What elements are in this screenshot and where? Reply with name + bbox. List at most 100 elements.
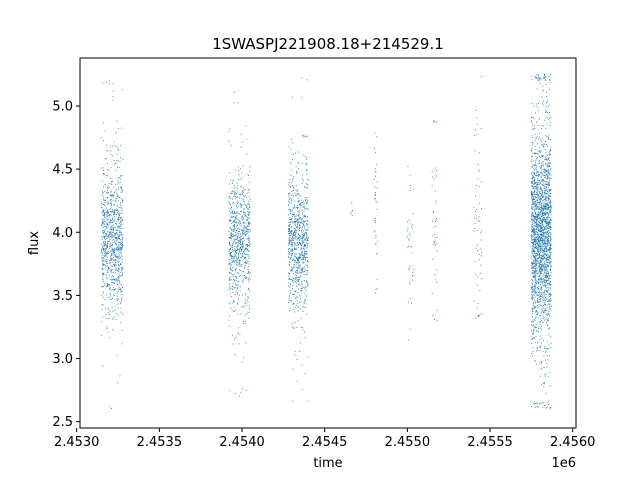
data-point — [295, 218, 297, 220]
data-point — [531, 321, 533, 323]
data-point — [533, 222, 535, 224]
data-point — [230, 197, 232, 199]
data-point — [532, 143, 534, 145]
data-point — [114, 210, 116, 212]
data-point — [246, 230, 247, 232]
data-point — [104, 245, 106, 247]
data-point — [545, 206, 547, 208]
data-point — [538, 209, 540, 210]
data-point — [545, 257, 547, 259]
data-point — [545, 232, 547, 234]
data-point — [101, 167, 103, 169]
data-point — [111, 203, 113, 205]
data-point — [535, 271, 537, 273]
data-point — [540, 257, 542, 259]
data-point — [290, 203, 292, 204]
data-point — [243, 222, 245, 224]
data-point — [305, 274, 307, 275]
data-point — [233, 220, 235, 222]
data-point — [531, 295, 533, 297]
data-point — [292, 239, 294, 241]
data-point — [375, 194, 377, 196]
data-point — [538, 236, 540, 238]
data-point — [538, 294, 540, 296]
data-point — [433, 242, 435, 244]
data-point — [545, 187, 547, 189]
data-point — [295, 291, 296, 293]
data-point — [102, 237, 104, 238]
data-point — [298, 242, 300, 244]
data-point — [480, 248, 482, 250]
data-point — [239, 243, 241, 245]
data-point — [548, 328, 550, 330]
data-point — [436, 170, 437, 171]
x-tick-label: 2.4540 — [219, 435, 265, 450]
data-point — [291, 254, 293, 256]
data-point — [538, 75, 540, 77]
data-point — [235, 232, 236, 233]
data-point — [534, 229, 536, 231]
data-point — [542, 212, 543, 214]
data-point — [548, 247, 550, 249]
data-point — [540, 215, 542, 217]
data-point — [300, 206, 302, 208]
data-point — [113, 279, 115, 281]
data-point — [550, 271, 552, 273]
data-point — [534, 251, 536, 252]
data-point — [546, 117, 548, 118]
data-point — [531, 193, 533, 195]
data-point — [288, 241, 290, 243]
data-point — [231, 206, 232, 208]
data-point — [236, 196, 238, 198]
data-point — [435, 200, 437, 202]
data-point — [549, 151, 551, 153]
data-point — [120, 267, 122, 269]
data-point — [541, 191, 543, 192]
data-point — [541, 173, 543, 174]
data-point — [228, 241, 230, 243]
data-point — [532, 263, 534, 265]
data-point — [113, 294, 115, 296]
data-point — [550, 260, 552, 262]
data-point — [118, 167, 120, 169]
data-point — [105, 241, 106, 243]
data-point — [531, 120, 533, 122]
data-point — [239, 290, 241, 292]
data-point — [531, 323, 533, 325]
data-point — [111, 229, 112, 231]
data-point — [545, 213, 547, 215]
data-point — [228, 250, 230, 252]
data-point — [540, 263, 542, 265]
data-point — [299, 265, 301, 267]
data-point — [542, 161, 544, 163]
data-point — [117, 303, 119, 305]
data-point — [549, 301, 551, 302]
data-point — [534, 216, 536, 218]
data-point — [431, 185, 433, 187]
data-point — [293, 266, 295, 268]
data-point — [244, 231, 246, 233]
data-point — [544, 298, 546, 300]
data-point — [474, 273, 476, 275]
data-point — [247, 245, 249, 247]
data-point — [296, 220, 298, 222]
data-point — [241, 242, 243, 243]
data-point — [549, 200, 551, 202]
data-point — [231, 264, 233, 266]
data-point — [107, 271, 109, 273]
data-point — [531, 78, 533, 80]
data-point — [531, 251, 533, 253]
data-point — [302, 238, 304, 239]
data-point — [241, 243, 243, 245]
data-point — [101, 224, 103, 226]
data-point — [120, 231, 122, 233]
data-point — [533, 184, 535, 185]
x-axis-offset-label: 1e6 — [551, 456, 576, 471]
data-point — [246, 248, 247, 249]
data-point — [296, 285, 298, 287]
data-point — [539, 203, 541, 205]
data-point — [115, 248, 117, 250]
data-point — [543, 212, 544, 214]
data-point — [117, 263, 119, 265]
data-point — [543, 171, 545, 173]
